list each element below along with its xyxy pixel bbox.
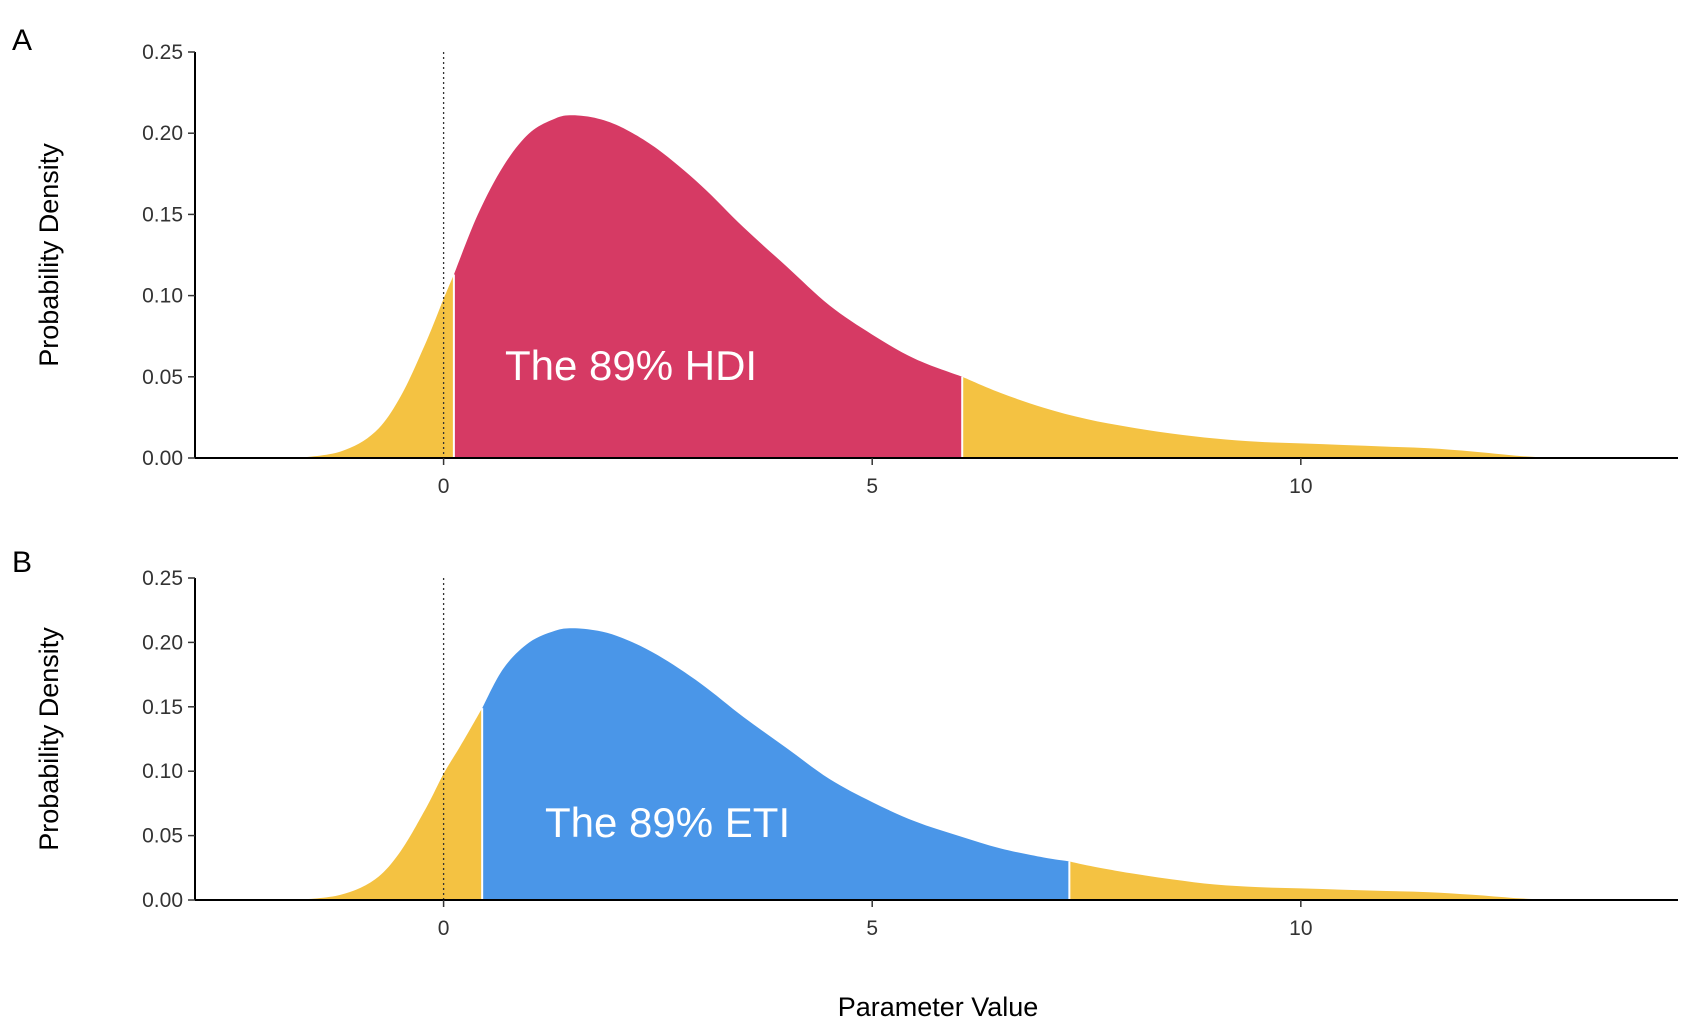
y-tick-label: 0.00 [142, 447, 183, 470]
y-tick-label: 0.05 [142, 825, 183, 848]
interval-annotation: The 89% HDI [505, 342, 757, 389]
interval-area [453, 115, 963, 459]
y-tick-label: 0.20 [142, 122, 183, 145]
y-axis-title: Probability Density [34, 627, 64, 851]
x-tick-label: 0 [438, 917, 450, 940]
x-tick-label: 5 [866, 917, 878, 940]
y-tick-label: 0.15 [142, 203, 183, 226]
y-tick-label: 0.10 [142, 760, 183, 783]
panel-b: 0.00 0.05 0.10 0.15 0.20 0.25 0 5 10 Probability … [12, 546, 1678, 940]
panel-label: B [12, 546, 32, 579]
x-tick-label: 10 [1289, 917, 1312, 940]
panel-a: 0.00 0.05 0.10 0.15 0.20 0.25 0 5 10 Probability … [12, 24, 1678, 498]
y-tick-label: 0.25 [142, 567, 183, 590]
left-tail-area [297, 274, 454, 458]
right-tail-area [962, 376, 1550, 458]
y-tick-label: 0.05 [142, 366, 183, 389]
y-tick-label: 0.25 [142, 41, 183, 64]
x-tick-label: 5 [866, 475, 878, 498]
interval-annotation: The 89% ETI [545, 799, 790, 846]
y-tick-label: 0.15 [142, 696, 183, 719]
x-tick-label: 10 [1289, 475, 1312, 498]
y-tick-label: 0.10 [142, 285, 183, 308]
y-tick-label: 0.20 [142, 631, 183, 654]
left-tail-area [297, 708, 483, 900]
x-axis-title: Parameter Value [838, 992, 1039, 1022]
interval-area [482, 628, 1070, 900]
x-tick-label: 0 [438, 475, 450, 498]
right-tail-area [1069, 861, 1550, 900]
panel-label: A [12, 24, 32, 57]
y-axis-title: Probability Density [34, 143, 64, 367]
y-tick-label: 0.00 [142, 889, 183, 912]
